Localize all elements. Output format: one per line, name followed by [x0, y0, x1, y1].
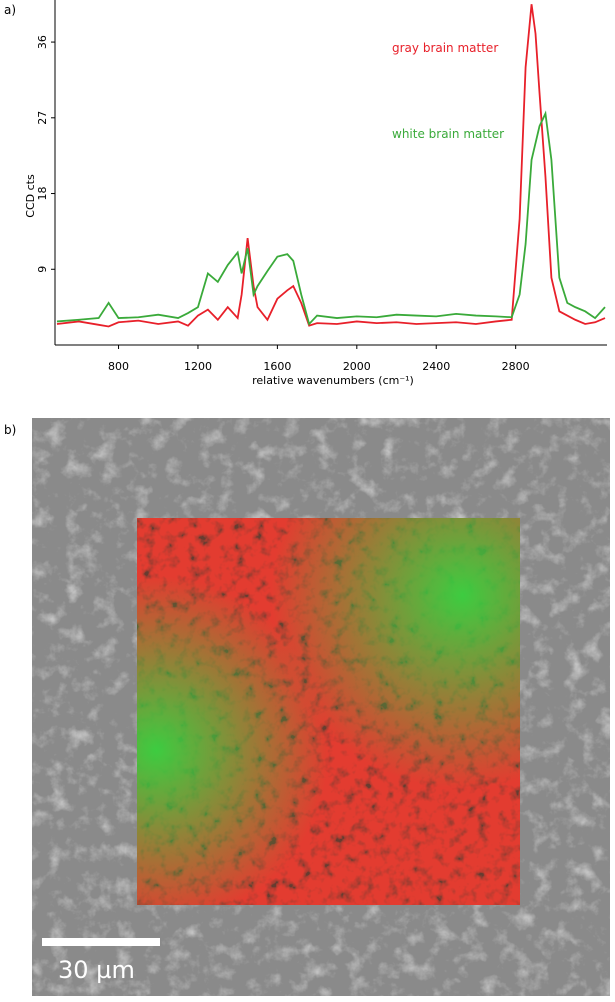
- x-tick-label: 2000: [343, 360, 371, 373]
- scale-label: 30 µm: [58, 956, 135, 984]
- panel-label: b): [4, 423, 16, 437]
- y-tick-label: 36: [36, 35, 49, 49]
- white-matter-region: [137, 518, 520, 905]
- scale-bar: [42, 938, 160, 946]
- series-line: [56, 110, 606, 326]
- x-tick-label: 800: [108, 360, 129, 373]
- y-tick-label: 9: [36, 266, 49, 273]
- x-axis-title: relative wavenumbers (cm⁻¹): [252, 374, 414, 387]
- x-tick-label: 2800: [502, 360, 530, 373]
- panel-label: a): [4, 3, 16, 17]
- legend-label: gray brain matter: [392, 41, 498, 55]
- y-tick-label: 27: [36, 111, 49, 125]
- x-tick-label: 1600: [263, 360, 291, 373]
- y-axis-title: CCD cts: [24, 174, 37, 218]
- y-tick-label: 18: [36, 187, 49, 201]
- micrograph-panel: b) 30 µm: [4, 418, 610, 996]
- chart: a) CCD cts relative wavenumbers (cm⁻¹) 8…: [4, 0, 607, 387]
- x-tick-label: 1200: [184, 360, 212, 373]
- x-tick-label: 2400: [422, 360, 450, 373]
- legend-label: white brain matter: [392, 127, 504, 141]
- series-line: [56, 4, 606, 328]
